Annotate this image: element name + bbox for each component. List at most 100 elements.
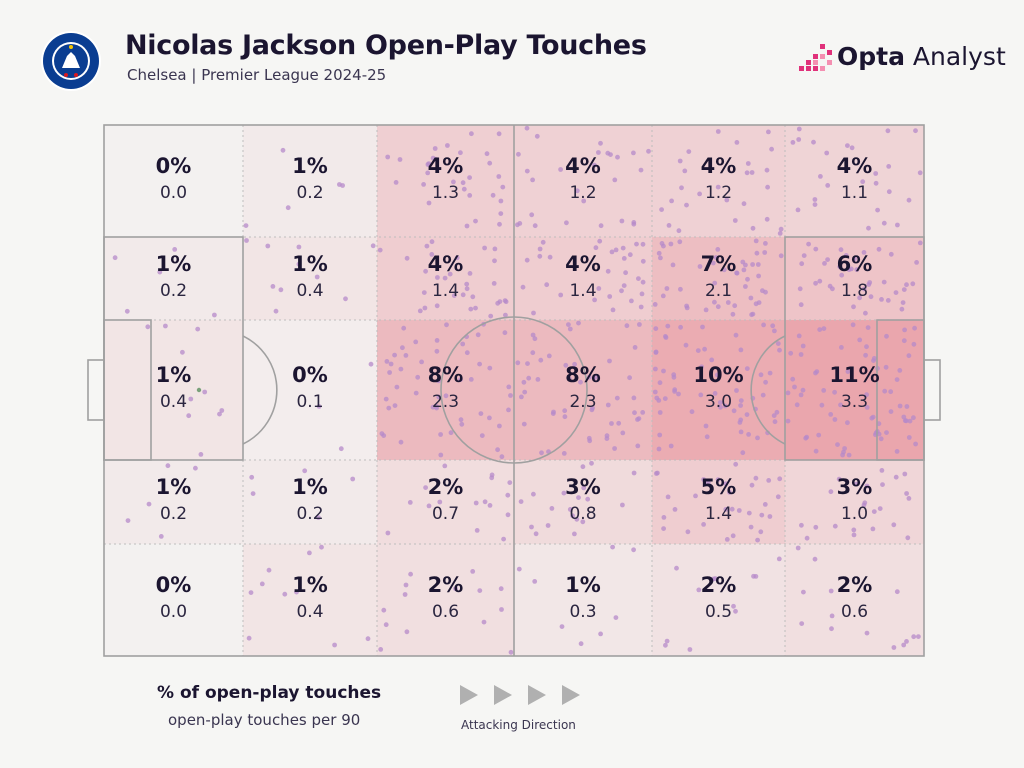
- touch-dot: [398, 439, 404, 445]
- touch-dot: [705, 480, 711, 486]
- touch-dot: [663, 334, 668, 339]
- brand-name: Opta Analyst: [837, 42, 1006, 71]
- touch-dot: [570, 513, 575, 519]
- touch-dot: [660, 293, 666, 299]
- touch-dot: [280, 147, 286, 153]
- touch-dot: [891, 522, 897, 528]
- touch-dot: [913, 441, 918, 447]
- touch-dot: [888, 251, 894, 257]
- touch-dot: [885, 298, 891, 303]
- touch-dot: [732, 218, 738, 223]
- touch-dot: [426, 200, 432, 206]
- touch-dot: [730, 311, 736, 317]
- touch-dot: [724, 537, 730, 542]
- touch-dot: [627, 252, 633, 258]
- touch-dot: [699, 364, 704, 370]
- touch-dot: [586, 435, 592, 441]
- touch-dot: [464, 286, 470, 292]
- touch-dot: [850, 322, 856, 328]
- touch-dot: [891, 645, 897, 650]
- touch-dot: [851, 304, 856, 310]
- touch-dot: [761, 322, 766, 328]
- touch-dot: [740, 450, 746, 456]
- touch-dot: [822, 261, 827, 266]
- touch-dot: [870, 526, 876, 532]
- touch-dot: [578, 379, 583, 385]
- touch-dot: [507, 480, 513, 485]
- touch-dot: [567, 376, 572, 382]
- touch-dot: [734, 140, 740, 145]
- touch-dot: [753, 475, 759, 481]
- touch-dot: [712, 280, 718, 286]
- touch-dot: [677, 239, 683, 245]
- touch-dot: [861, 250, 867, 255]
- touch-dot: [806, 241, 811, 247]
- touch-dot: [785, 418, 791, 424]
- touch-dot: [529, 524, 534, 530]
- touch-dot: [715, 477, 721, 482]
- touch-dot: [903, 418, 909, 424]
- touch-dot: [526, 375, 532, 381]
- touch-dot: [800, 387, 806, 393]
- touch-dot: [612, 446, 617, 451]
- touch-dot: [640, 241, 646, 247]
- touch-dot: [250, 491, 256, 496]
- touch-dot: [432, 146, 438, 151]
- touch-dot: [713, 255, 719, 260]
- touch-dot: [470, 569, 476, 574]
- touch-dot: [734, 388, 739, 393]
- touch-dot: [495, 447, 500, 453]
- touch-dot: [845, 420, 850, 426]
- brand-name-rest: Analyst: [904, 42, 1006, 71]
- opta-logo-icon: [799, 44, 832, 71]
- touch-dot: [911, 415, 916, 421]
- touch-dot: [746, 510, 752, 516]
- touch-dot: [897, 368, 903, 373]
- touch-dot: [888, 389, 894, 395]
- touch-dot: [882, 388, 888, 394]
- touch-dot: [884, 333, 889, 339]
- touch-dot: [459, 421, 465, 427]
- heat-cell-r3-c2: [377, 460, 514, 544]
- pitch-heatmap: 0% 0.0 1% 0.2 4% 1.3 4% 1.2 4% 1.2 4% 1.1 1% 0.2 1% 0.4…: [86, 124, 942, 658]
- touch-dot: [704, 434, 710, 440]
- touch-dot: [605, 402, 611, 408]
- touch-dot: [852, 256, 857, 262]
- touch-dot: [659, 207, 664, 212]
- touch-dot: [863, 310, 868, 316]
- touch-dot: [381, 607, 387, 613]
- touch-dot: [838, 247, 844, 253]
- touch-dot: [821, 388, 827, 393]
- touch-dot: [796, 126, 802, 132]
- touch-dot: [758, 529, 764, 535]
- touch-dot: [674, 565, 679, 571]
- touch-dot: [383, 622, 389, 628]
- touch-dot: [502, 330, 508, 336]
- touch-dot: [804, 535, 810, 541]
- touch-dot: [502, 298, 508, 303]
- touch-dot: [748, 524, 754, 530]
- touch-dot: [585, 496, 591, 502]
- touch-dot: [562, 408, 568, 414]
- touch-dot: [679, 185, 684, 191]
- heat-cell-r4-c2: [377, 544, 514, 656]
- touch-dot: [521, 379, 527, 385]
- touch-dot: [461, 186, 467, 192]
- touch-dot: [517, 221, 523, 226]
- touch-dot: [505, 512, 511, 518]
- touch-dot: [657, 432, 663, 438]
- touch-dot: [865, 325, 871, 330]
- touch-dot: [712, 391, 718, 396]
- touch-dot: [413, 339, 419, 345]
- touch-dot: [755, 435, 760, 441]
- touch-dot: [743, 284, 748, 289]
- touch-dot: [593, 245, 599, 251]
- touch-dot: [640, 279, 646, 285]
- touch-dot: [860, 179, 866, 185]
- touch-dot: [854, 481, 859, 487]
- legend-p90-label: open-play touches per 90: [168, 711, 361, 729]
- touch-dot: [610, 307, 616, 313]
- touch-dot: [864, 344, 869, 350]
- touch-dot: [846, 452, 852, 458]
- touch-dot: [871, 509, 877, 514]
